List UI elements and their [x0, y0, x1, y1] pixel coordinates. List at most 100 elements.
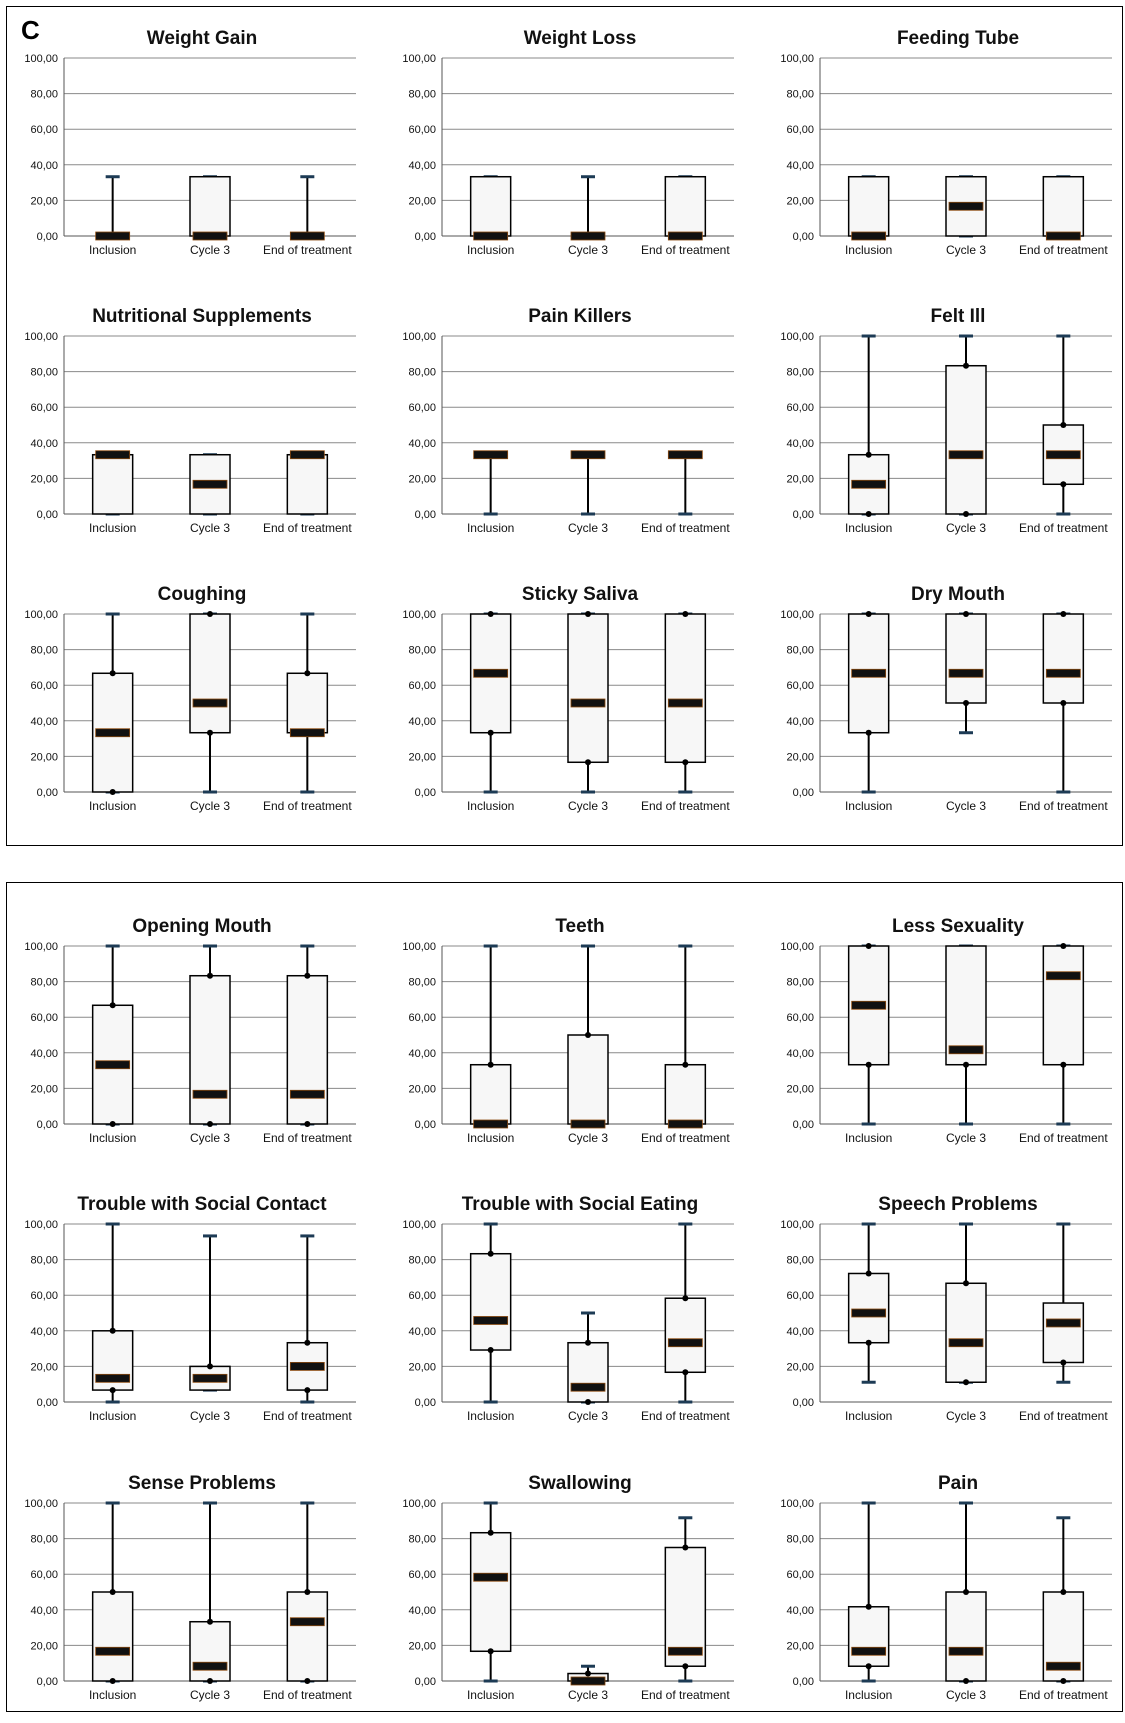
iqr-box [469, 175, 512, 237]
median-bar [667, 698, 703, 708]
y-tick-label: 80,00 [408, 977, 436, 989]
iqr-box [189, 175, 231, 237]
y-tick-label: 40,00 [408, 716, 436, 728]
iqr-box [945, 1591, 987, 1682]
x-tick-label: End of treatment [641, 243, 730, 257]
median-bar [1045, 971, 1081, 981]
y-tick-label: 20,00 [408, 1083, 436, 1095]
y-tick-label: 40,00 [408, 1326, 436, 1338]
quartile-point [963, 1678, 969, 1684]
y-tick-label: 20,00 [786, 195, 814, 207]
chart-title: Sense Problems [128, 1473, 276, 1494]
x-tick-label: End of treatment [1019, 243, 1108, 257]
boxplot-chart: Less Sexuality 0,00 20,00 40,00 60,00 80,00 10… [768, 916, 1118, 1166]
chart-title: Pain [937, 1473, 979, 1494]
quartile-point [865, 729, 872, 736]
y-tick-label: 100,00 [24, 53, 58, 65]
iqr-box [189, 974, 231, 1125]
y-tick-label: 0,00 [415, 509, 436, 521]
iqr-box [664, 1063, 707, 1125]
y-tick-label: 60,00 [408, 124, 436, 136]
quartile-point [1060, 1061, 1067, 1068]
quartile-point [207, 972, 213, 979]
y-tick-label: 80,00 [408, 367, 436, 379]
median-bar [289, 1617, 325, 1627]
boxplot-chart: Nutritional Supplements 0,00 20,00 40,00 60,… [12, 306, 362, 556]
iqr-box [945, 364, 987, 515]
plot-area: 0,00 20,00 40,00 60,00 80,00 100,00 Inclusion C… [402, 1219, 734, 1423]
x-tick-label: Cycle 3 [946, 1131, 986, 1145]
iqr-box [286, 1591, 329, 1682]
y-tick-label: 100,00 [780, 941, 814, 953]
quartile-point [585, 1339, 591, 1346]
median-bar [667, 450, 703, 460]
quartile-point [1060, 1589, 1067, 1595]
iqr-box [286, 974, 329, 1125]
x-tick-label: Cycle 3 [568, 243, 608, 257]
y-tick-label: 0,00 [415, 1676, 436, 1688]
x-tick-label: Inclusion [467, 1131, 514, 1145]
x-tick-label: Inclusion [89, 521, 136, 535]
iqr-box [189, 613, 231, 734]
y-tick-label: 40,00 [786, 1326, 814, 1338]
median-bar [289, 1361, 325, 1371]
y-tick-label: 60,00 [30, 124, 58, 136]
x-tick-label: End of treatment [1019, 1409, 1108, 1423]
y-tick-label: 40,00 [408, 160, 436, 172]
y-tick-label: 40,00 [786, 716, 814, 728]
median-bar [948, 201, 984, 211]
quartile-point [304, 670, 311, 677]
quartile-point [1060, 611, 1067, 617]
quartile-point [487, 1347, 494, 1354]
x-tick-label: Inclusion [467, 799, 514, 813]
plot-area: 0,00 20,00 40,00 60,00 80,00 100,00 Inclusion C… [24, 1219, 356, 1423]
x-tick-label: Cycle 3 [190, 1688, 230, 1702]
median-bar [473, 1572, 509, 1582]
quartile-point [865, 1270, 872, 1277]
quartile-point [207, 1678, 213, 1684]
y-tick-label: 60,00 [408, 1012, 436, 1024]
iqr-box [1042, 175, 1085, 237]
boxplot-chart: Speech Problems 0,00 20,00 40,00 60,00 80,00 1… [768, 1194, 1118, 1444]
quartile-point [109, 670, 116, 677]
quartile-point [1060, 700, 1067, 706]
chart-title: Weight Loss [523, 28, 637, 49]
boxplot-chart: Teeth 0,00 20,00 40,00 60,00 80,00 100,00 Inclu… [390, 916, 740, 1166]
median-bar [851, 479, 887, 489]
quartile-point [865, 511, 872, 517]
quartile-point [963, 611, 969, 617]
median-bar [192, 1089, 228, 1099]
median-bar [667, 1646, 703, 1656]
y-tick-label: 20,00 [786, 1361, 814, 1373]
y-tick-label: 100,00 [402, 1219, 436, 1231]
boxplot-chart: Weight Loss 0,00 20,00 40,00 60,00 80,00 100,0… [390, 28, 740, 278]
y-tick-label: 100,00 [24, 1498, 58, 1510]
y-tick-label: 20,00 [408, 751, 436, 763]
iqr-box [567, 613, 609, 764]
quartile-point [304, 1121, 311, 1127]
quartile-point [1060, 1359, 1067, 1366]
y-tick-label: 40,00 [30, 438, 58, 450]
y-tick-label: 20,00 [30, 195, 58, 207]
boxplot-chart: Pain 0,00 20,00 40,00 60,00 80,00 100,00 Inclus… [768, 1473, 1118, 1723]
quartile-point [487, 729, 494, 736]
x-tick-label: Inclusion [89, 799, 136, 813]
median-bar [570, 450, 606, 460]
y-tick-label: 0,00 [415, 1397, 436, 1409]
quartile-point [109, 1589, 116, 1595]
y-tick-label: 100,00 [780, 1219, 814, 1231]
median-bar [1045, 1661, 1081, 1671]
y-tick-label: 20,00 [30, 1361, 58, 1373]
boxplot-chart: Opening Mouth 0,00 20,00 40,00 60,00 80,00 100… [12, 916, 362, 1166]
y-tick-label: 0,00 [415, 787, 436, 799]
y-tick-label: 60,00 [30, 1569, 58, 1581]
x-tick-label: Cycle 3 [946, 243, 986, 257]
x-tick-label: Inclusion [845, 1409, 892, 1423]
chart-title: Weight Gain [146, 28, 258, 49]
x-tick-label: End of treatment [1019, 1131, 1108, 1145]
quartile-point [963, 1280, 969, 1287]
x-tick-label: End of treatment [263, 799, 352, 813]
median-bar [192, 698, 228, 708]
x-tick-label: End of treatment [1019, 799, 1108, 813]
boxplot-chart: Felt Ill 0,00 20,00 40,00 60,00 80,00 100,00 In… [768, 306, 1118, 556]
